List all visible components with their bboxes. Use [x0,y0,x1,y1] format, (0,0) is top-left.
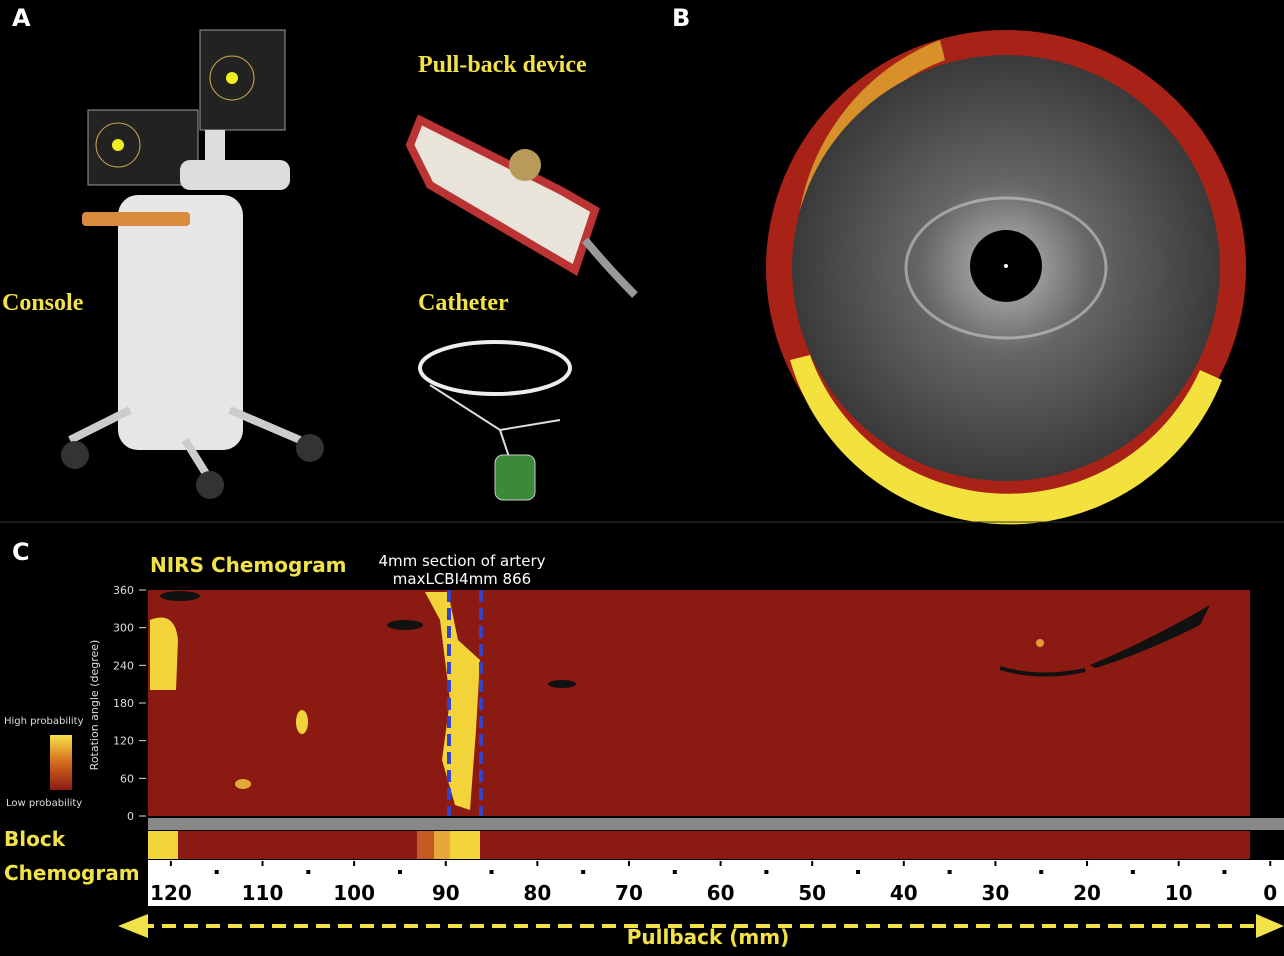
legend-high: High probability [4,716,84,727]
chemogram-label: Chemogram [4,861,140,885]
minor-tick [1039,870,1044,874]
chemogram-map [148,590,1250,816]
minor-tick [947,870,952,874]
minor-tick [1222,870,1227,874]
annotation: 4mm section of artery [378,552,545,570]
chemogram-title: NIRS Chemogram [150,553,347,577]
panel-label: C [12,538,30,566]
y-tick-label: 300 [113,622,134,635]
probability-scale [50,735,72,790]
x-tick-label: 20 [1073,881,1101,905]
x-tick-label: 70 [615,881,643,905]
pullback-image [405,114,638,298]
annotation: maxLCBI4mm 866 [393,570,531,588]
panel-label: B [672,4,690,32]
minor-tick [306,870,311,874]
minor-tick [489,870,494,874]
y-axis-label: Rotation angle (degree) [88,640,101,771]
x-tick-label: 100 [333,881,375,905]
x-axis-label: Pullback (mm) [627,925,790,949]
x-axis-band [148,860,1284,906]
block-label: Block [4,827,66,851]
console-image [61,29,324,499]
minor-tick [856,870,860,874]
minor-tick [214,870,219,874]
console-label: Console [2,290,84,316]
x-tick-label: 10 [1165,881,1193,905]
x-tick-label: 40 [890,881,918,905]
x-tick-label: 0 [1263,881,1277,905]
catheter-label: Catheter [418,290,509,316]
y-tick-label: 120 [113,735,134,748]
panel-label: A [12,4,31,32]
x-tick-label: 90 [432,881,460,905]
x-tick-label: 30 [981,881,1009,905]
x-tick-label: 110 [242,881,284,905]
ivus-image [766,30,1246,525]
y-tick-label: 240 [113,659,134,672]
pullback-label: Pull-back device [418,52,587,78]
block-chemogram [148,831,1250,859]
x-tick-label: 80 [523,881,551,905]
y-tick-label: 360 [113,584,134,597]
x-tick-label: 60 [707,881,735,905]
x-tick-label: 50 [798,881,826,905]
minor-tick [1130,870,1135,874]
y-tick-label: 180 [113,697,134,710]
catheter-image [418,340,572,501]
minor-tick [581,870,586,874]
minor-tick [764,870,769,874]
y-tick-label: 60 [120,772,134,785]
minor-tick [672,870,677,874]
legend-low: Low probability [6,798,82,809]
x-tick-label: 120 [150,881,192,905]
separator-bar [148,818,1284,830]
y-tick-label: 0 [127,810,134,823]
minor-tick [397,870,402,874]
